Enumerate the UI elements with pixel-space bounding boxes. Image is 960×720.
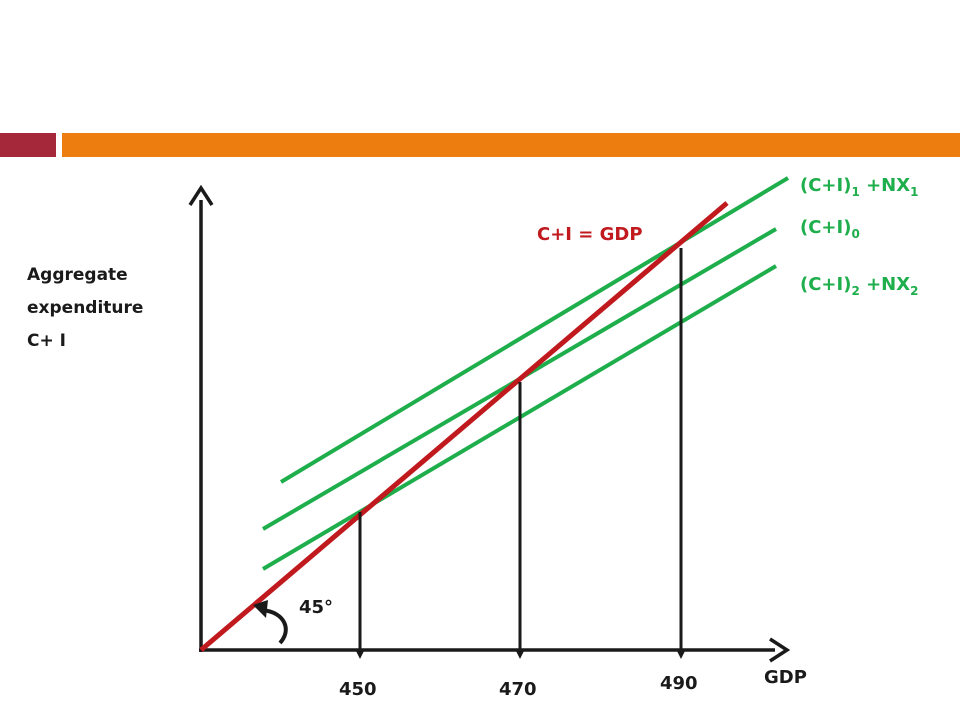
- curve-line-c-plus-i-1-plus-nx-1: [279, 176, 790, 484]
- forty-five-degree-line: [199, 201, 729, 652]
- x-tick-450: 450: [339, 679, 377, 700]
- curve-label-0: (C+I)0: [800, 217, 860, 241]
- y-axis-label-line-2: expenditure: [27, 298, 143, 318]
- x-tick-470: 470: [499, 679, 537, 700]
- curved-arrow-icon: [253, 600, 288, 645]
- angle-label: 45°: [299, 597, 333, 618]
- curve-label-1: (C+I)1 +NX1: [800, 175, 918, 199]
- y-axis-label-line-3: C+ I: [27, 331, 66, 351]
- x-axis-label: GDP: [764, 667, 807, 688]
- title-bar-accent-left: [0, 133, 56, 157]
- y-axis-arrowhead: [188, 184, 214, 206]
- y-axis-label-line-1: Aggregate: [27, 265, 128, 285]
- curve-label-2: (C+I)2 +NX2: [800, 274, 918, 298]
- x-tick-490: 490: [660, 673, 698, 694]
- title-bar-accent-right: [62, 133, 960, 157]
- x-axis-arrowhead: [769, 637, 791, 663]
- red-line-label: C+I = GDP: [537, 224, 643, 245]
